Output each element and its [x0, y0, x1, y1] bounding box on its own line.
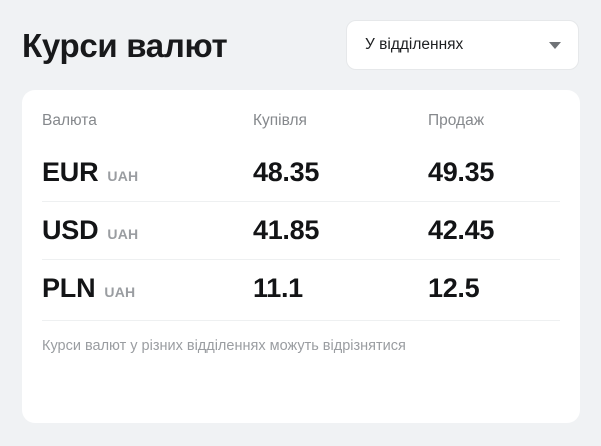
page-title: Курси валют	[22, 26, 228, 64]
branch-select-dropdown[interactable]: У відділеннях	[346, 20, 579, 70]
table-header-row: Валюта Купівля Продаж	[42, 90, 560, 144]
buy-rate: 11.1	[253, 259, 428, 318]
chevron-down-icon	[549, 41, 561, 49]
currency-unit: UAH	[107, 226, 139, 243]
branch-select-value: У відділеннях	[365, 36, 464, 53]
currency-cell: EUR UAH	[42, 144, 253, 202]
page-header: Курси валют У відділеннях	[0, 0, 601, 90]
sell-rate: 12.5	[428, 259, 560, 318]
currency-unit: UAH	[107, 168, 139, 184]
rates-card: Валюта Купівля Продаж EUR UAH 48.35 49.3…	[22, 90, 580, 423]
rates-table-body: EUR UAH 48.35 49.35 USD UAH 41.85	[42, 144, 560, 318]
column-header-currency: Валюта	[42, 112, 97, 129]
rates-disclaimer-note: Курси валют у різних відділеннях можуть …	[42, 320, 560, 354]
currency-code: PLN	[42, 273, 96, 304]
column-header-buy: Купівля	[253, 112, 307, 129]
sell-rate: 49.35	[428, 157, 495, 187]
table-row: PLN UAH 11.1 12.5	[42, 259, 560, 318]
currency-cell: USD UAH	[42, 201, 253, 260]
currency-cell: PLN UAH	[42, 259, 253, 318]
rates-table: Валюта Купівля Продаж EUR UAH 48.35 49.3…	[42, 90, 560, 318]
currency-code: USD	[42, 215, 99, 246]
buy-rate: 48.35	[253, 157, 320, 187]
currency-unit: UAH	[104, 284, 136, 301]
currency-code: EUR	[42, 157, 99, 187]
buy-rate: 41.85	[253, 201, 428, 260]
rates-table-head: Валюта Купівля Продаж	[42, 90, 560, 144]
sell-rate: 42.45	[428, 201, 560, 260]
table-row: USD UAH 41.85 42.45	[42, 201, 560, 260]
column-header-sell: Продаж	[428, 112, 485, 129]
table-row: EUR UAH 48.35 49.35	[42, 144, 560, 202]
